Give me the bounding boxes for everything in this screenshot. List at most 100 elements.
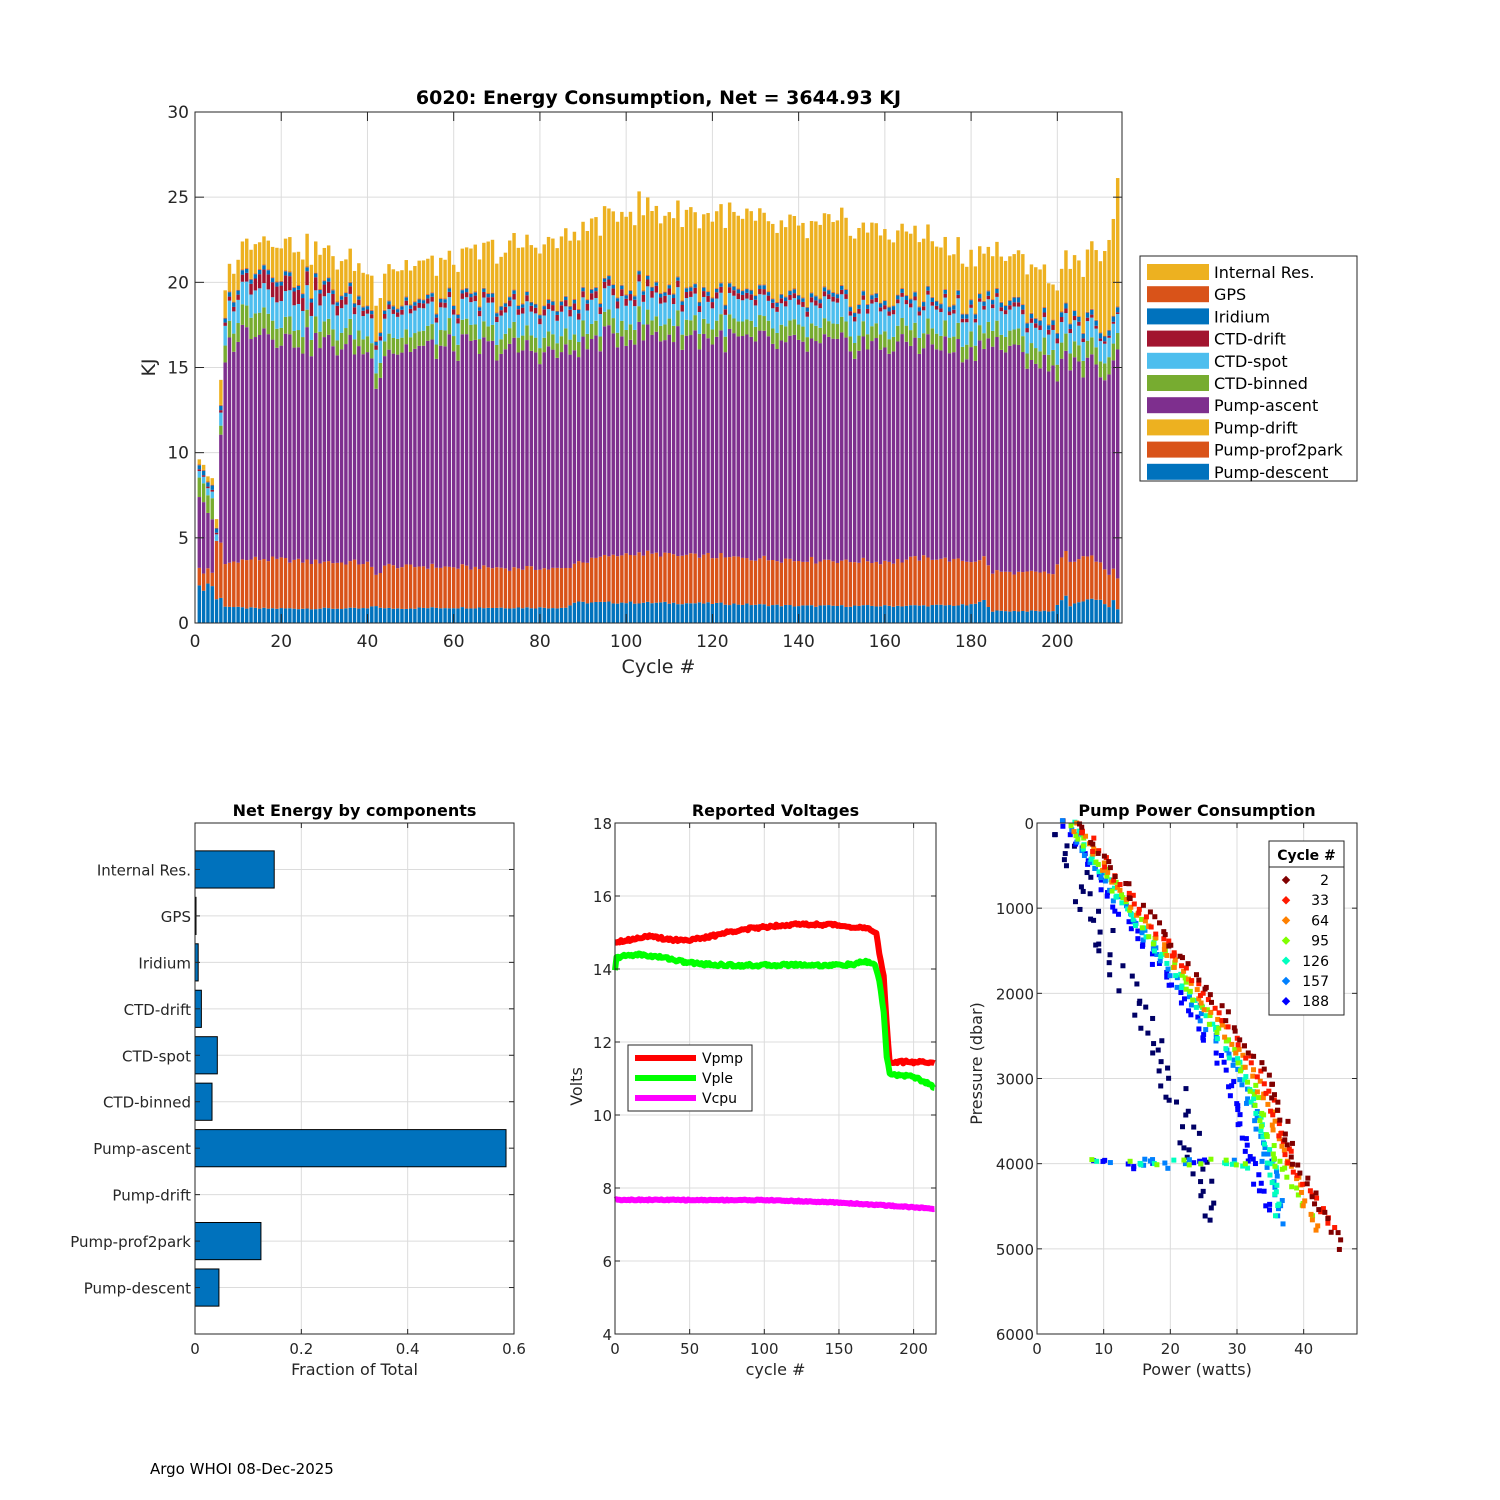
scatter-point xyxy=(1187,988,1193,994)
bar-segment xyxy=(1068,353,1072,371)
bar-segment xyxy=(952,305,956,310)
bar-segment xyxy=(745,292,749,299)
scatter-point xyxy=(1227,1093,1233,1099)
bar-segment xyxy=(227,337,232,563)
scatter-point xyxy=(1126,881,1132,887)
scatter-point xyxy=(1266,1072,1272,1078)
bar-segment xyxy=(508,328,512,344)
bar-segment xyxy=(909,605,913,623)
bar-segment xyxy=(969,249,973,300)
bar-segment xyxy=(598,556,603,602)
bar-segment xyxy=(891,242,896,306)
bar-segment xyxy=(1051,365,1055,575)
bar-segment xyxy=(503,306,508,313)
bar-segment xyxy=(857,304,861,305)
bar-segment xyxy=(758,208,762,285)
bar-segment xyxy=(314,316,318,333)
bar-segment xyxy=(551,567,555,609)
bar-segment xyxy=(525,292,529,296)
bar-segment xyxy=(654,281,659,283)
bar-segment xyxy=(382,356,387,566)
y-tick-label: 6000 xyxy=(996,1326,1034,1344)
bar-segment xyxy=(736,321,740,337)
legend-marker xyxy=(1281,875,1291,885)
bar-segment xyxy=(874,223,878,293)
bar-segment xyxy=(357,295,361,297)
bar-segment xyxy=(874,338,878,562)
bar-segment xyxy=(706,295,710,302)
bar-segment xyxy=(1003,305,1008,311)
scatter-point xyxy=(1181,1145,1187,1151)
bar-segment xyxy=(995,570,999,611)
scatter-point xyxy=(1219,1003,1225,1009)
bar-segment xyxy=(322,296,327,322)
scatter-point xyxy=(1110,904,1116,910)
bar-segment xyxy=(1103,251,1107,336)
legend-marker xyxy=(1281,956,1291,966)
bar-segment xyxy=(960,346,965,363)
bar-segment xyxy=(779,303,784,325)
bar-segment xyxy=(456,360,460,569)
scatter-point xyxy=(1095,850,1101,856)
bar-segment xyxy=(960,318,965,323)
bar-segment xyxy=(538,569,542,608)
scatter-point xyxy=(1235,1107,1241,1113)
bar-segment xyxy=(249,278,253,280)
bar-segment xyxy=(999,571,1003,611)
bar-segment xyxy=(658,293,663,298)
bar-segment xyxy=(1064,250,1068,303)
scatter-point xyxy=(1267,1147,1273,1153)
bar-segment xyxy=(344,344,348,565)
bar-segment xyxy=(693,284,697,288)
bar-segment xyxy=(960,263,965,314)
bar-segment xyxy=(210,519,214,573)
bar-segment xyxy=(805,316,809,338)
bar-segment xyxy=(809,297,814,303)
bar-segment xyxy=(283,291,288,317)
bar-segment xyxy=(926,285,930,287)
bar-segment xyxy=(986,290,991,292)
bar-segment xyxy=(788,320,792,336)
bar-segment xyxy=(542,309,546,316)
bar-segment xyxy=(443,259,447,299)
scatter-point xyxy=(1239,1082,1245,1088)
bar-segment xyxy=(469,248,473,294)
bar-segment xyxy=(460,607,465,623)
bar-segment xyxy=(589,293,594,300)
bar-segment xyxy=(710,344,715,559)
bar-segment xyxy=(400,352,404,568)
bar-segment xyxy=(331,608,335,623)
bar-segment xyxy=(723,557,728,605)
bar-segment xyxy=(559,336,564,353)
bar-segment xyxy=(822,605,827,623)
bar-segment xyxy=(809,220,814,293)
bar-segment xyxy=(702,214,706,287)
bar-segment xyxy=(1085,311,1090,313)
scatter-point xyxy=(1171,1157,1177,1163)
bar-segment xyxy=(1059,317,1064,323)
bar-segment xyxy=(516,247,521,306)
bar-segment xyxy=(969,307,973,332)
x-tick-label: 0.2 xyxy=(289,1340,313,1358)
scatter-point xyxy=(1243,1074,1249,1080)
bar-segment xyxy=(508,570,512,609)
bar-segment xyxy=(257,608,262,623)
bar-segment xyxy=(818,561,822,606)
bar-segment xyxy=(296,558,301,610)
bar-segment xyxy=(512,608,516,623)
bar-segment xyxy=(736,215,740,289)
bar-segment xyxy=(292,286,296,288)
bar-segment xyxy=(917,605,922,623)
bar-segment xyxy=(499,567,503,608)
bar-segment xyxy=(490,324,495,341)
bar-segment xyxy=(960,362,965,561)
bar-segment xyxy=(645,197,650,276)
bar-segment xyxy=(1072,310,1077,311)
scatter-point xyxy=(1155,1047,1161,1053)
bar-segment xyxy=(740,290,745,292)
bar-segment xyxy=(227,296,232,301)
scatter-point xyxy=(1120,963,1126,969)
bar-segment xyxy=(1038,320,1042,326)
scatter-point xyxy=(1250,1156,1256,1162)
bar-segment xyxy=(370,314,374,319)
